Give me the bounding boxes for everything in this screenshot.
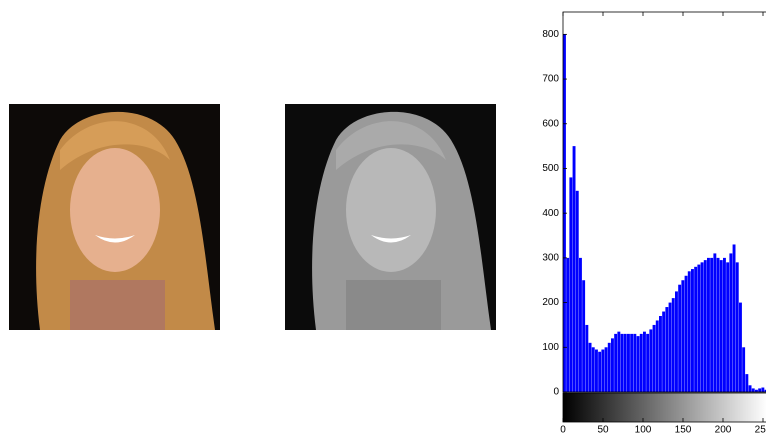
- x-tick-label: 0: [560, 425, 566, 434]
- bar: [649, 329, 653, 392]
- bar: [684, 275, 688, 392]
- bar: [742, 347, 746, 392]
- y-tick-label: 700: [542, 74, 559, 85]
- bar: [566, 257, 570, 392]
- bar: [582, 280, 586, 392]
- bar: [735, 262, 739, 392]
- x-tick-label: 50: [597, 425, 609, 434]
- bar: [579, 257, 582, 392]
- plot-frame: [562, 11, 766, 393]
- bar: [575, 190, 579, 392]
- bar: [633, 333, 637, 392]
- bar: [585, 324, 589, 392]
- bar: [739, 302, 742, 392]
- bar: [665, 307, 669, 392]
- bar: [751, 388, 755, 392]
- bar: [604, 347, 608, 392]
- y-tick-label: 300: [542, 253, 559, 264]
- y-tick-label: 100: [542, 342, 559, 353]
- y-tick-label: 800: [542, 29, 559, 40]
- bar: [758, 388, 762, 392]
- bar: [655, 320, 659, 392]
- bar: [675, 291, 678, 392]
- bar: [707, 257, 710, 392]
- bar: [611, 338, 614, 392]
- y-tick-label: 600: [542, 118, 559, 129]
- bar: [652, 324, 656, 392]
- bar: [601, 349, 605, 392]
- bar: [662, 311, 666, 392]
- bar: [726, 262, 730, 392]
- bar: [716, 257, 720, 392]
- y-tick-label: 400: [542, 208, 559, 219]
- bar: [713, 253, 717, 392]
- x-tick-label: 200: [715, 425, 732, 434]
- colorbar: [562, 392, 766, 423]
- bar: [569, 177, 573, 392]
- bar: [614, 333, 618, 392]
- y-tick-label: 200: [542, 297, 559, 308]
- bar: [595, 349, 598, 392]
- bar: [691, 269, 694, 392]
- bar: [687, 271, 691, 392]
- bar: [745, 374, 749, 392]
- bar: [700, 262, 704, 392]
- bar: [764, 389, 766, 392]
- x-tick-label: 100: [635, 425, 652, 434]
- bar: [627, 333, 630, 392]
- bar: [668, 302, 672, 392]
- bar: [710, 257, 714, 392]
- bar: [671, 298, 675, 392]
- bar: [748, 385, 752, 392]
- bar: [681, 280, 685, 392]
- bar: [755, 389, 758, 392]
- bar: [639, 333, 643, 392]
- bar: [588, 342, 592, 392]
- bar: [636, 336, 640, 392]
- bar: [703, 260, 707, 392]
- bar: [646, 333, 650, 392]
- bar: [607, 342, 611, 392]
- bar: [623, 333, 627, 392]
- y-tick-label: 0: [553, 387, 559, 398]
- bar: [729, 253, 733, 392]
- bar: [659, 316, 662, 392]
- color-photo: [9, 104, 220, 331]
- bar: [732, 244, 736, 392]
- y-tick-label: 500: [542, 163, 559, 174]
- bar: [678, 284, 682, 392]
- bar: [617, 331, 621, 392]
- x-tick-label: 250: [755, 425, 766, 434]
- bar: [761, 387, 765, 392]
- bar: [620, 333, 624, 392]
- bar: [630, 333, 634, 392]
- bar: [572, 146, 576, 392]
- bar: [719, 260, 723, 392]
- bar: [723, 257, 726, 392]
- bar: [694, 266, 698, 392]
- x-tick-label: 150: [675, 425, 692, 434]
- bar: [598, 351, 602, 392]
- bar: [643, 331, 646, 392]
- gray-photo: [285, 104, 496, 331]
- bar: [591, 347, 595, 392]
- bar: [697, 264, 701, 392]
